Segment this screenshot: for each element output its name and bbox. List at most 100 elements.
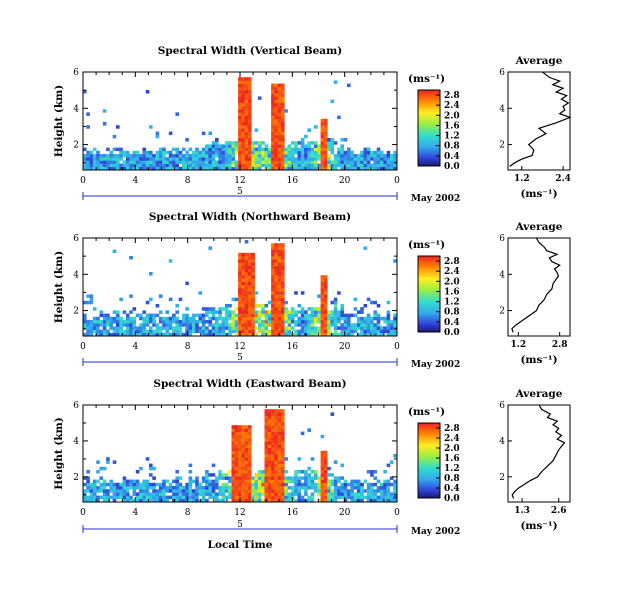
heatmap-cell — [333, 160, 338, 164]
heatmap-cell — [132, 486, 137, 490]
heatmap-cell — [284, 486, 288, 490]
colorbar-tick-label: 0.8 — [444, 308, 460, 318]
heatmap-cell — [257, 157, 262, 161]
heatmap-cell — [248, 316, 252, 321]
heatmap-cell — [284, 307, 288, 311]
heatmap-cell — [248, 323, 252, 327]
heatmap-cell — [234, 326, 239, 330]
heatmap-cell — [165, 498, 170, 503]
heatmap-cell — [116, 310, 120, 314]
heatmap-cell — [228, 492, 232, 496]
heatmap-cell — [211, 323, 216, 327]
heatmap-cell — [274, 457, 278, 461]
heatmap-cell — [228, 332, 232, 337]
heatmap-cell — [211, 313, 216, 318]
heatmap-cell — [152, 313, 156, 318]
heatmap-cell — [231, 492, 236, 496]
heatmap-cell — [182, 489, 186, 493]
heatmap-cell — [297, 141, 302, 145]
x-tick-label: 8 — [185, 342, 191, 352]
heatmap-cell — [363, 147, 368, 152]
heatmap-cell — [297, 157, 302, 161]
heatmap-cell — [99, 163, 104, 168]
heatmap-cell — [330, 99, 335, 104]
heatmap-cell — [142, 492, 146, 496]
x-tick-label: 12 — [234, 508, 245, 518]
heatmap-cell — [248, 256, 252, 260]
heatmap-cell — [284, 157, 288, 161]
heatmap-cell — [211, 473, 216, 477]
heatmap-cell — [129, 326, 133, 330]
heatmap-cell — [208, 166, 212, 171]
heatmap-cell — [244, 466, 249, 471]
heatmap-cell — [228, 154, 232, 158]
heatmap-cell — [99, 489, 104, 493]
heatmap-cell — [267, 447, 272, 452]
heatmap-cell — [281, 112, 285, 116]
heatmap-cell — [353, 323, 358, 327]
heatmap-cell — [267, 300, 272, 305]
heatmap-cell — [125, 316, 130, 321]
heatmap-cell — [86, 326, 90, 330]
heatmap-cell — [89, 160, 94, 164]
heatmap-cell — [208, 163, 212, 168]
heatmap-cell — [274, 310, 278, 314]
heatmap-cell — [304, 476, 308, 480]
heatmap-cell — [277, 466, 282, 471]
heatmap-cell — [142, 326, 146, 330]
heatmap-cell — [347, 320, 351, 324]
heatmap-cell — [135, 157, 140, 161]
heatmap-cell — [330, 473, 335, 477]
heatmap-cell — [83, 326, 87, 330]
heatmap-cell — [218, 492, 222, 496]
y-tick-label: 4 — [73, 104, 79, 114]
heatmap-cell — [323, 479, 328, 484]
x-tick-label: 16 — [287, 176, 299, 186]
colorbar-tick-label: 0.4 — [444, 152, 460, 162]
heatmap-cell — [274, 106, 278, 110]
heatmap-cell — [264, 482, 269, 487]
heatmap-cell — [241, 438, 245, 442]
heatmap-cell — [320, 473, 325, 477]
heatmap-cell — [310, 479, 315, 484]
heatmap-cell — [201, 147, 206, 152]
heatmap-cell — [201, 166, 206, 171]
heatmap-cell — [323, 166, 328, 171]
heatmap-cell — [185, 486, 189, 490]
heatmap-cell — [205, 332, 209, 337]
heatmap-cell — [323, 163, 328, 168]
heatmap-cell — [360, 482, 364, 487]
heatmap-cell — [83, 482, 87, 487]
heatmap-cell — [238, 106, 242, 110]
heatmap-cell — [83, 154, 87, 158]
heatmap-cell — [175, 326, 179, 330]
heatmap-cell — [267, 479, 272, 484]
heatmap-cell — [99, 310, 104, 314]
heatmap-cell — [323, 160, 328, 164]
heatmap-cell — [135, 154, 140, 158]
heatmap-cell — [99, 482, 104, 487]
average-frame-3 — [507, 404, 571, 503]
heatmap-cell — [366, 323, 371, 327]
heatmap-cell — [244, 320, 249, 324]
heatmap-cell — [281, 275, 285, 279]
heatmap-cell — [300, 431, 305, 436]
heatmap-cell — [284, 160, 288, 164]
heatmap-cell — [363, 160, 368, 164]
heatmap-cell — [228, 144, 232, 148]
heatmap-cell — [234, 332, 239, 337]
heatmap-cell — [320, 281, 325, 286]
heatmap-cell — [294, 473, 298, 477]
heatmap-cell — [244, 326, 249, 330]
heatmap-cell — [323, 473, 328, 477]
heatmap-cell — [83, 147, 87, 152]
heatmap-cell — [254, 332, 259, 337]
heatmap-cell — [132, 492, 137, 496]
heatmap-cell — [277, 109, 282, 113]
heatmap-cell — [238, 90, 242, 94]
heatmap-cell — [274, 473, 278, 477]
heatmap-cell — [281, 243, 285, 247]
heatmap-cell — [353, 160, 358, 164]
heatmap-cell — [215, 326, 219, 330]
heatmap-cell — [356, 479, 361, 484]
